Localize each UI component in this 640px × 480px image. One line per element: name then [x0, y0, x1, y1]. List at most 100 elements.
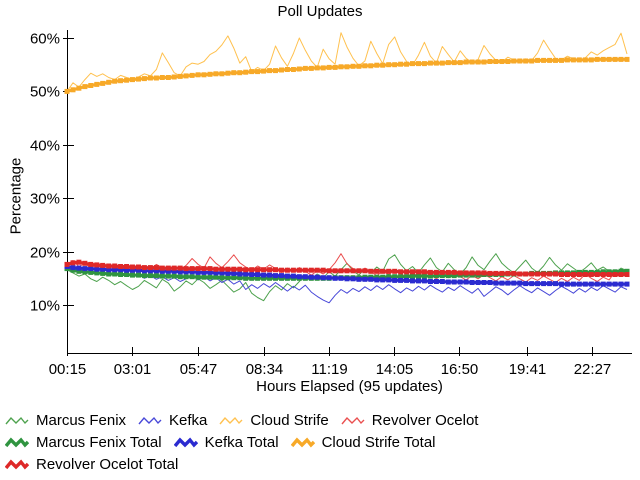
series-marker-cloud-strife-total: [547, 57, 553, 63]
series-marker-revolver-ocelot-total: [177, 265, 183, 271]
series-marker-cloud-strife-total: [380, 62, 386, 68]
series-marker-revolver-ocelot-total: [296, 267, 302, 273]
series-marker-revolver-ocelot-total: [82, 260, 88, 266]
series-marker-revolver-ocelot-total: [64, 261, 70, 267]
series-marker-marcus-fenix-total: [171, 273, 177, 279]
series-marker-marcus-fenix-total: [237, 275, 243, 281]
series-marker-revolver-ocelot-total: [564, 272, 570, 277]
series-marker-cloud-strife-total: [147, 75, 153, 81]
series-marker-revolver-ocelot-total: [559, 272, 564, 277]
series-marker-revolver-ocelot-total: [141, 265, 147, 271]
series-marker-marcus-fenix-total: [118, 272, 124, 277]
series-marker-revolver-ocelot-total: [612, 272, 618, 277]
series-marker-revolver-ocelot-total: [332, 268, 338, 274]
legend-label: Revolver Ocelot: [371, 412, 479, 429]
series-marker-kefka-total: [159, 268, 165, 274]
series-marker-revolver-ocelot-total: [118, 264, 124, 269]
series-marker-kefka-total: [404, 277, 410, 283]
series-marker-kefka-total: [469, 280, 475, 285]
series-marker-kefka-total: [368, 276, 374, 282]
series-marker-marcus-fenix-total: [219, 275, 225, 281]
series-marker-cloud-strife-total: [94, 81, 100, 87]
series-marker-cloud-strife-total: [517, 58, 523, 64]
x-tick-label: 11:19: [311, 361, 347, 378]
series-marker-kefka-total: [106, 267, 112, 273]
series-marker-cloud-strife-total: [225, 70, 231, 76]
series-marker-revolver-ocelot-total: [529, 271, 535, 277]
series-marker-revolver-ocelot-total: [100, 262, 106, 268]
series-marker-revolver-ocelot-total: [314, 267, 320, 273]
x-tick-label: 08:34: [246, 361, 284, 378]
series-marker-kefka-total: [76, 265, 82, 271]
series-marker-marcus-fenix-total: [380, 274, 386, 280]
series-marker-marcus-fenix-total: [106, 271, 112, 277]
series-marker-cloud-strife-total: [439, 60, 445, 66]
legend-label: Cloud Strife Total: [321, 434, 436, 451]
series-marker-kefka-total: [296, 274, 302, 280]
series-marker-revolver-ocelot-total: [171, 265, 177, 271]
legend-line-icon: [341, 416, 365, 425]
y-tick-label: 10%: [30, 298, 60, 315]
legend: Marcus Fenix Kefka Cloud Strife Revolver Oc…: [5, 411, 605, 475]
series-marker-cloud-strife-total: [159, 75, 165, 80]
series-marker-kefka-total: [594, 281, 600, 287]
series-marker-kefka-total: [410, 278, 415, 284]
series-marker-revolver-ocelot-total: [588, 272, 594, 277]
series-marker-revolver-ocelot-total: [284, 267, 290, 273]
series-marker-kefka-total: [273, 273, 278, 279]
series-marker-revolver-ocelot-total: [576, 272, 582, 277]
series-marker-cloud-strife-total: [326, 64, 332, 70]
series-marker-revolver-ocelot-total: [76, 259, 82, 265]
series-marker-revolver-ocelot-total: [463, 270, 469, 276]
series-marker-kefka-total: [511, 280, 517, 286]
series-marker-kefka-total: [302, 274, 308, 280]
series-marker-revolver-ocelot-total: [183, 266, 189, 272]
series-marker-kefka-total: [374, 277, 380, 283]
y-tick-label: 40%: [30, 138, 60, 155]
series-marker-cloud-strife-total: [493, 59, 499, 64]
legend-item-marcus-fenix: Marcus Fenix: [5, 411, 126, 431]
series-marker-kefka-total: [267, 272, 273, 278]
series-marker-cloud-strife-total: [368, 63, 374, 69]
series-marker-cloud-strife-total: [124, 77, 130, 83]
series-marker-revolver-ocelot-total: [225, 266, 231, 272]
series-marker-kefka-total: [505, 280, 511, 286]
series-marker-kefka-total: [380, 277, 386, 283]
series-marker-cloud-strife-total: [314, 65, 320, 71]
series-marker-cloud-strife-total: [82, 84, 88, 90]
series-marker-revolver-ocelot-total: [582, 272, 588, 277]
series-marker-kefka-total: [249, 272, 255, 277]
series-marker-kefka-total: [284, 273, 290, 279]
series-marker-revolver-ocelot-total: [249, 267, 255, 273]
series-marker-marcus-fenix-total: [410, 273, 415, 279]
series-marker-revolver-ocelot-total: [112, 263, 118, 269]
series-marker-cloud-strife-total: [570, 57, 576, 63]
series-marker-cloud-strife-total: [273, 68, 278, 74]
series-marker-cloud-strife-total: [344, 64, 350, 70]
series-marker-kefka-total: [207, 269, 213, 275]
series-marker-marcus-fenix-total: [82, 269, 88, 275]
series-marker-cloud-strife-total: [404, 61, 410, 67]
x-tick-label: 03:01: [114, 361, 152, 378]
series-marker-cloud-strife-total: [392, 62, 398, 68]
series-marker-revolver-ocelot-total: [213, 266, 219, 272]
series-marker-cloud-strife-total: [267, 68, 273, 74]
series-marker-marcus-fenix-total: [606, 269, 612, 275]
series-marker-kefka-total: [588, 281, 594, 287]
series-marker-kefka-total: [344, 276, 350, 282]
series-marker-kefka-total: [308, 274, 314, 280]
series-marker-marcus-fenix-total: [416, 273, 421, 279]
series-marker-cloud-strife-total: [529, 58, 535, 64]
series-marker-kefka-total: [475, 280, 481, 285]
series-marker-marcus-fenix-total: [427, 273, 433, 279]
series-marker-revolver-ocelot-total: [189, 266, 195, 272]
legend-label: Cloud Strife: [250, 412, 329, 429]
series-marker-cloud-strife-total: [624, 56, 630, 62]
series-marker-cloud-strife-total: [576, 57, 582, 63]
series-marker-marcus-fenix-total: [88, 269, 94, 275]
series-marker-revolver-ocelot-total: [553, 271, 558, 277]
series-marker-revolver-ocelot-total: [326, 268, 332, 274]
series-marker-kefka-total: [612, 281, 618, 287]
legend-label: Marcus Fenix Total: [36, 434, 162, 451]
plot-area: 10% 20% 30% 40% 50% 60% 00:15 03:01 05:47 08:34 11…: [30, 30, 632, 378]
